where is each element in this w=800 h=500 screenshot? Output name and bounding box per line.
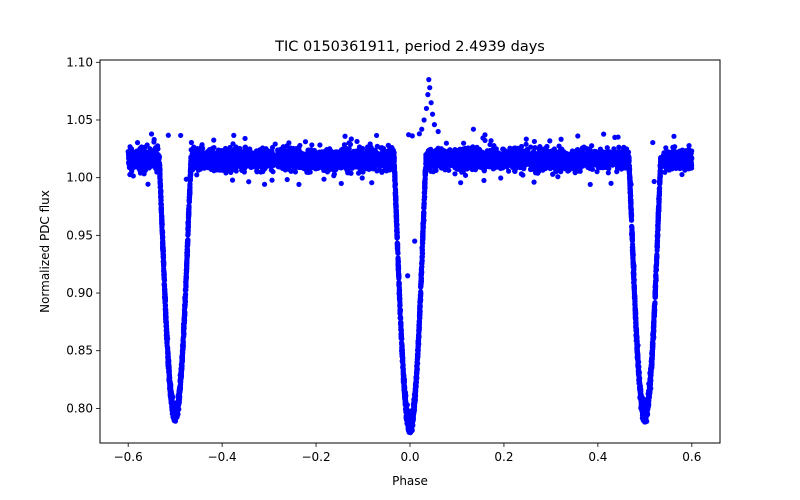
data-point <box>537 143 543 150</box>
data-point <box>378 145 384 151</box>
data-point <box>673 150 679 156</box>
data-point <box>506 168 512 174</box>
data-point <box>199 145 205 151</box>
data-point <box>461 140 467 146</box>
data-point <box>284 176 290 183</box>
data-point <box>254 168 260 174</box>
data-point <box>575 168 581 174</box>
data-point <box>616 163 622 169</box>
data-point <box>558 158 564 164</box>
data-point <box>605 148 611 154</box>
data-point <box>566 167 572 173</box>
data-point <box>454 162 460 168</box>
data-point <box>223 166 229 173</box>
data-point <box>309 142 315 148</box>
data-point <box>574 147 580 153</box>
data-point <box>372 148 379 154</box>
data-point <box>516 155 522 161</box>
data-point <box>547 138 553 144</box>
data-point <box>365 166 372 172</box>
data-point <box>284 166 290 172</box>
data-point <box>304 165 311 171</box>
data-point <box>234 150 240 156</box>
data-point <box>547 165 553 172</box>
data-point <box>306 147 313 153</box>
data-point <box>679 171 685 178</box>
data-point <box>484 153 490 160</box>
data-point <box>505 163 511 169</box>
data-point <box>445 148 451 155</box>
data-point <box>594 169 600 175</box>
data-point <box>462 146 468 152</box>
data-point <box>230 141 236 147</box>
data-point <box>666 167 672 173</box>
data-point <box>288 145 294 151</box>
data-point <box>237 145 243 152</box>
data-point <box>433 167 439 173</box>
data-point <box>246 150 252 156</box>
data-point <box>275 147 281 153</box>
data-point <box>142 167 149 173</box>
data-point <box>507 145 513 151</box>
data-point <box>616 144 622 150</box>
data-point <box>491 143 497 149</box>
data-point <box>258 169 264 175</box>
data-point <box>239 167 245 173</box>
data-point <box>317 142 323 148</box>
data-point <box>563 150 570 157</box>
data-point <box>440 148 446 154</box>
data-point <box>196 157 202 164</box>
data-point <box>558 152 565 158</box>
data-point <box>296 144 302 150</box>
data-point <box>544 143 550 150</box>
data-point <box>314 162 320 168</box>
data-point <box>222 145 229 152</box>
data-point <box>350 148 357 154</box>
data-point <box>688 165 695 171</box>
data-point <box>321 176 327 182</box>
data-point <box>500 146 506 152</box>
data-point <box>480 166 486 172</box>
data-point <box>614 169 620 175</box>
data-point <box>188 139 194 146</box>
data-point <box>468 148 475 154</box>
data-point <box>127 144 133 150</box>
data-point <box>347 141 354 147</box>
data-point <box>549 148 555 155</box>
data-point <box>686 143 692 149</box>
data-point <box>605 170 611 176</box>
data-point <box>605 154 611 160</box>
data-point <box>611 146 617 152</box>
data-point <box>155 143 161 149</box>
data-point <box>263 151 269 157</box>
data-point <box>360 169 366 175</box>
data-points <box>125 77 695 436</box>
data-point <box>242 145 249 151</box>
data-point <box>452 147 458 153</box>
data-point <box>550 171 556 177</box>
data-point <box>478 150 484 156</box>
data-point <box>135 151 141 157</box>
data-point <box>443 140 449 146</box>
data-point <box>665 151 671 157</box>
data-point <box>589 143 595 149</box>
data-point <box>523 141 529 147</box>
data-point <box>240 151 247 157</box>
chart-title: TIC 0150361911, period 2.4939 days <box>274 39 545 55</box>
data-point <box>620 164 626 170</box>
data-point <box>662 159 669 165</box>
data-point <box>663 145 669 151</box>
data-point <box>520 165 526 171</box>
data-point <box>211 144 217 151</box>
data-point <box>428 168 434 174</box>
data-point <box>472 167 479 173</box>
data-point <box>387 145 393 152</box>
data-point <box>378 160 384 166</box>
